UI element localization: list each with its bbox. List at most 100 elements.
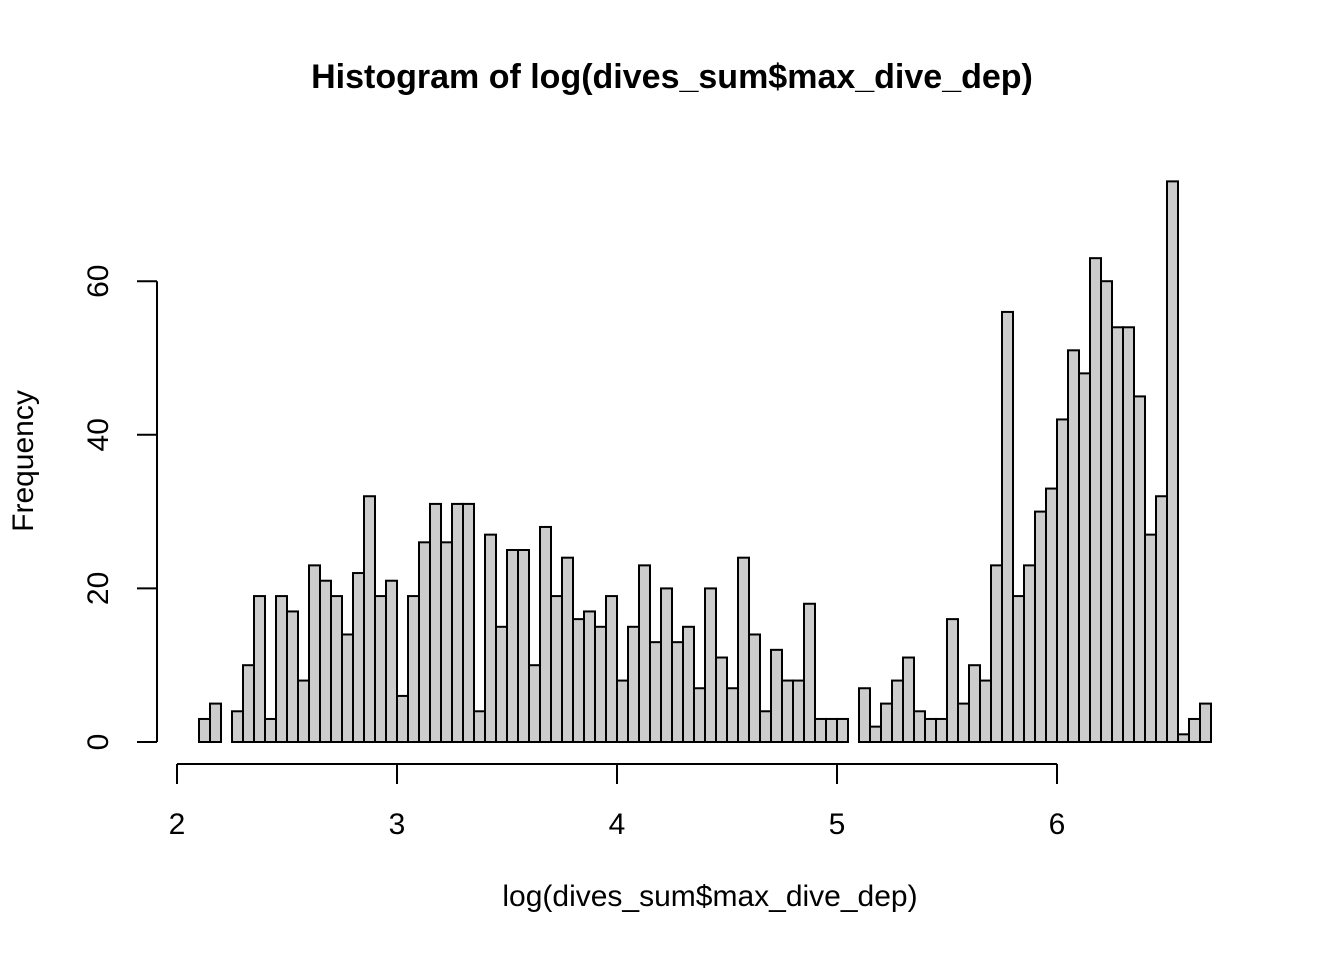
histogram-bar	[495, 625, 508, 743]
histogram-bar	[594, 625, 607, 743]
histogram-bar	[803, 602, 816, 744]
histogram-bar	[1144, 533, 1157, 744]
y-axis: 0 20 40 60	[82, 265, 158, 751]
histogram-bar	[231, 710, 244, 744]
histogram-bar	[451, 502, 464, 744]
histogram-bar	[704, 587, 717, 744]
histogram-bar	[924, 717, 937, 744]
histogram-bar	[242, 664, 255, 744]
y-tick-label: 0	[82, 734, 115, 751]
histogram-bar	[1034, 510, 1047, 743]
histogram-bar	[682, 625, 695, 743]
histogram-bar	[770, 648, 783, 744]
histogram-bar	[1045, 487, 1058, 743]
histogram-bar	[550, 595, 563, 744]
histogram-bar	[836, 717, 849, 744]
histogram-bar	[572, 618, 585, 743]
histogram-bar	[1089, 257, 1102, 743]
histogram-bar	[814, 717, 827, 744]
histogram-bar	[308, 564, 321, 743]
histogram-bar	[209, 702, 222, 743]
histogram-bar	[462, 502, 475, 744]
histogram-bar	[583, 610, 596, 743]
histogram-bar	[1100, 280, 1113, 743]
histogram-bar	[968, 664, 981, 744]
bars-group	[198, 180, 1212, 744]
histogram-bar	[627, 625, 640, 743]
y-tick-label: 40	[82, 418, 115, 451]
histogram-bar	[407, 595, 420, 744]
histogram-bar	[957, 702, 970, 743]
histogram-bar	[748, 633, 761, 743]
histogram-bar	[1199, 702, 1212, 743]
histogram-bar	[902, 656, 915, 744]
histogram-bar	[1056, 418, 1069, 743]
histogram-bar	[891, 679, 904, 743]
histogram-bar	[264, 717, 277, 744]
histogram-bar	[990, 564, 1003, 743]
x-tick-label: 2	[169, 808, 186, 841]
histogram-bar	[1166, 180, 1179, 744]
histogram-bar	[275, 595, 288, 744]
histogram-bar	[319, 579, 332, 743]
histogram-bar	[616, 679, 629, 743]
histogram-bar	[869, 725, 882, 744]
histogram-bar	[1111, 326, 1124, 743]
histogram-bar	[1177, 733, 1190, 744]
histogram-bar	[1067, 349, 1080, 743]
chart-title: Histogram of log(dives_sum$max_dive_dep)	[311, 58, 1033, 96]
x-tick-label: 5	[829, 808, 846, 841]
x-tick-label: 3	[389, 808, 406, 841]
histogram-bar	[638, 564, 651, 743]
histogram-bar	[726, 687, 739, 743]
histogram-bar	[693, 687, 706, 743]
histogram-bar	[1078, 372, 1091, 743]
histogram-bar	[429, 502, 442, 744]
x-axis: 2 3 4 5 6	[169, 763, 1066, 841]
histogram-bar	[1023, 564, 1036, 743]
histogram-bar	[979, 679, 992, 743]
histogram-bar	[825, 717, 838, 744]
histogram-bar	[671, 641, 684, 743]
histogram-bar	[737, 556, 750, 743]
histogram-bar	[660, 587, 673, 744]
histogram-bar	[715, 656, 728, 744]
histogram-bar	[363, 495, 376, 743]
histogram-bar	[858, 687, 871, 743]
histogram-bar	[1133, 395, 1146, 743]
histogram-bar	[198, 717, 211, 744]
y-tick-label: 20	[82, 572, 115, 605]
histogram-bar	[913, 710, 926, 744]
histogram-bar	[880, 702, 893, 743]
histogram-bar	[1155, 495, 1168, 743]
histogram-bar	[506, 549, 519, 743]
histogram-bar	[484, 533, 497, 744]
histogram-bar	[517, 549, 530, 743]
histogram-bar	[539, 525, 552, 744]
histogram-bar	[781, 679, 794, 743]
histogram-bar	[297, 679, 310, 743]
histogram-bar	[561, 556, 574, 743]
y-axis-label: Frequency	[7, 390, 40, 532]
histogram-bar	[473, 710, 486, 744]
histogram-bar	[352, 572, 365, 743]
x-tick-label: 4	[609, 808, 626, 841]
histogram-bar	[330, 595, 343, 744]
x-tick-label: 6	[1049, 808, 1066, 841]
histogram-bar	[253, 595, 266, 744]
histogram-bar	[528, 664, 541, 744]
histogram-bar	[1012, 595, 1025, 744]
histogram-bar	[396, 694, 409, 743]
histogram-bar	[1001, 310, 1014, 743]
histogram-bar	[418, 541, 431, 743]
histogram-bar	[759, 710, 772, 744]
histogram-bar	[1122, 326, 1135, 743]
histogram-bar	[385, 579, 398, 743]
y-tick-label: 60	[82, 265, 115, 298]
x-axis-label: log(dives_sum$max_dive_dep)	[502, 880, 918, 913]
histogram-bar	[649, 641, 662, 743]
histogram-bar	[946, 618, 959, 743]
histogram-bar	[605, 595, 618, 744]
histogram-bar	[1188, 717, 1201, 744]
